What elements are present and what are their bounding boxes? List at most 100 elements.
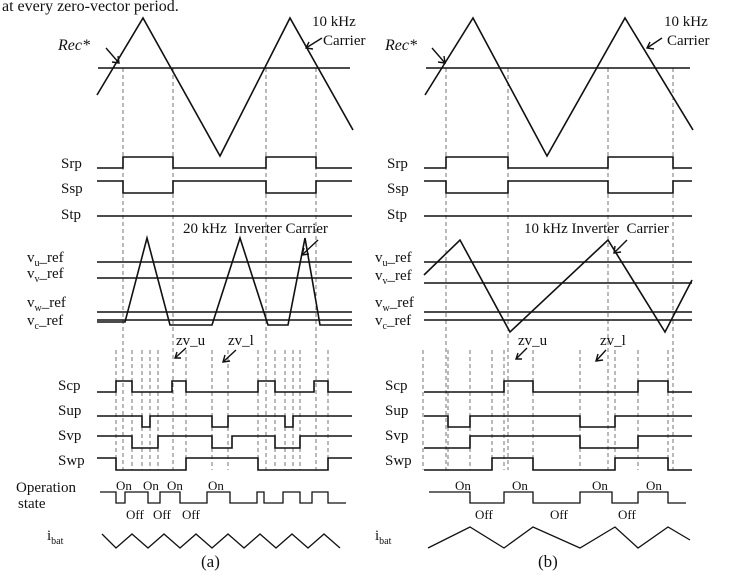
signal-label-scp-a: Scp [58,378,81,394]
waveform-ssp-a [97,180,352,194]
ref-label-vw-a: vw_ref [27,295,66,314]
inverter-carrier-arrow-a [301,239,319,256]
waveform-srp-b [424,156,692,169]
ref-label-vu-a: vu_ref [27,250,64,269]
signal-label-srp-a: Srp [61,156,82,172]
rectifier-carrier-b [424,16,694,158]
signal-label-stp-b: Stp [387,207,407,223]
panel-b: Rec* 10 kHz Carrier Srp Ssp Stp vu_ref v… [375,14,709,571]
waveform-swp-a [97,457,352,471]
waveform-svp-a [97,435,352,449]
waveform-svp-b [424,435,692,449]
signal-label-svp-a: Svp [58,428,81,444]
signal-label-stp-a: Stp [61,207,81,223]
on-label-b-2: On [512,478,528,493]
waveform-swp-b [424,457,692,471]
carrier-word-b: Carrier [667,33,709,49]
off-label-b-3: Off [618,507,636,522]
signal-label-swp-b: Swp [385,453,412,469]
off-label-a-1: Off [126,507,144,522]
on-label-a-3: On [167,478,183,493]
off-label-b-2: Off [550,507,568,522]
ref-label-vv-a: vv_ref [27,266,64,285]
waveform-operation-state-a [100,491,346,504]
signal-label-srp-b: Srp [387,156,408,172]
waveform-sup-b [424,415,692,428]
on-label-b-4: On [646,478,662,493]
zv-l-label-a: zv_l [228,333,254,349]
caption-top: at every zero-vector period. [2,0,179,15]
inverter-carrier-label-a: 20 kHz Inverter Carrier [183,221,328,237]
zv-l-label-b: zv_l [600,333,626,349]
inverter-carrier-b [423,238,693,334]
signal-label-sup-b: Sup [385,403,408,419]
on-label-a-2: On [143,478,159,493]
ibat-label-a: ibat [47,528,64,547]
operation-label-a: Operation state [16,480,76,512]
signal-label-sup-a: Sup [58,403,81,419]
panel-label-b: (b) [538,552,558,571]
on-label-a-1: On [116,478,132,493]
carrier-arrow-head-a [304,41,314,50]
panel-a: Rec* 10 kHz Carrier Srp Ssp Stp vu_ref v… [16,14,365,571]
zv-l-arrow-b [595,349,607,362]
signal-label-swp-a: Swp [58,453,85,469]
signal-label-svp-b: Svp [385,428,408,444]
rec-arrow-head-a [111,55,120,64]
zv-u-arrow-b [515,347,528,360]
zv-l-arrow-head-b [595,353,604,362]
carrier-arrow-head-b [645,41,655,50]
waveform-ssp-b [424,180,692,194]
waveform-ibat-a [101,533,341,549]
waveform-srp-a [97,156,352,169]
dashed-guides [115,68,329,470]
off-label-b-1: Off [475,507,493,522]
panel-label-a: (a) [201,552,220,571]
ref-label-vv-b: vv_ref [375,268,412,287]
zv-u-label-b: zv_u [518,333,548,349]
carrier-freq-a: 10 kHz [312,14,356,30]
rectifier-carrier-a [96,16,354,158]
zv-u-label-a: zv_u [176,333,206,349]
waveform-ibat-b [427,526,691,549]
rec-arrow-head-b [437,55,446,64]
inverter-carrier-a [97,234,352,326]
inverter-carrier-label-b: 10 kHz Inverter Carrier [524,221,669,237]
inverter-carrier-arrow-head-b [613,245,622,254]
zv-u-arrow-head-a [174,351,181,359]
signal-label-ssp-a: Ssp [61,181,83,197]
off-label-a-3: Off [182,507,200,522]
rec-arrow-a [105,47,120,64]
carrier-freq-b: 10 kHz [664,14,708,30]
rec-arrow-b [431,47,446,64]
rec-label-b: Rec* [384,37,417,54]
zv-u-arrow-head-b [515,352,522,360]
off-label-a-2: Off [153,507,171,522]
rec-label-a: Rec* [57,37,90,54]
waveform-operation-state-b [429,491,686,504]
signal-label-scp-b: Scp [385,378,408,394]
ref-label-vc-b: vc_ref [375,313,411,332]
zv-l-arrow-head-a [222,354,231,363]
on-label-b-1: On [455,478,471,493]
ref-label-vw-b: vw_ref [375,295,414,314]
zv-u-arrow-a [174,347,187,359]
waveform-sup-a [97,415,352,428]
on-label-a-4: On [208,478,224,493]
signal-label-ssp-b: Ssp [387,181,409,197]
inverter-carrier-arrow-head-a [301,247,310,256]
inverter-carrier-arrow-b [613,239,628,254]
waveform-scp-a [97,380,352,393]
ibat-label-b: ibat [375,528,392,547]
waveform-scp-b [424,380,692,393]
carrier-arrow-b [646,37,663,49]
ref-label-vc-a: vc_ref [27,313,63,332]
carrier-arrow-a [305,37,323,49]
on-label-b-3: On [592,478,608,493]
zv-l-arrow-a [222,349,237,363]
dashed-guides-b [422,68,674,470]
carrier-word-a: Carrier [323,33,365,49]
ref-label-vu-b: vu_ref [375,250,412,269]
